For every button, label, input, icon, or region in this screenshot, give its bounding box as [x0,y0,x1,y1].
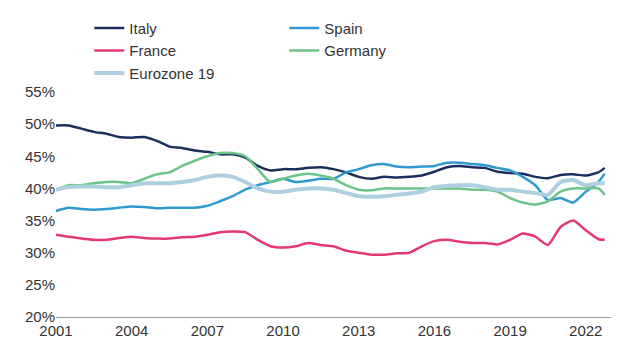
svg-text:2022: 2022 [569,322,602,339]
svg-text:40%: 40% [25,180,55,197]
svg-text:2001: 2001 [39,322,72,339]
svg-text:France: France [129,42,176,59]
svg-text:35%: 35% [25,212,55,229]
svg-text:30%: 30% [25,244,55,261]
svg-text:2019: 2019 [493,322,526,339]
svg-text:2004: 2004 [115,322,148,339]
svg-text:2013: 2013 [342,322,375,339]
svg-text:2010: 2010 [266,322,299,339]
svg-text:2007: 2007 [191,322,224,339]
svg-text:Italy: Italy [129,20,157,37]
svg-text:45%: 45% [25,148,55,165]
svg-text:Germany: Germany [324,42,386,59]
svg-text:2016: 2016 [418,322,451,339]
svg-text:20%: 20% [25,308,55,325]
svg-text:50%: 50% [25,115,55,132]
svg-text:25%: 25% [25,276,55,293]
svg-text:Eurozone 19: Eurozone 19 [129,65,214,82]
svg-text:Spain: Spain [324,20,362,37]
svg-text:55%: 55% [25,83,55,100]
